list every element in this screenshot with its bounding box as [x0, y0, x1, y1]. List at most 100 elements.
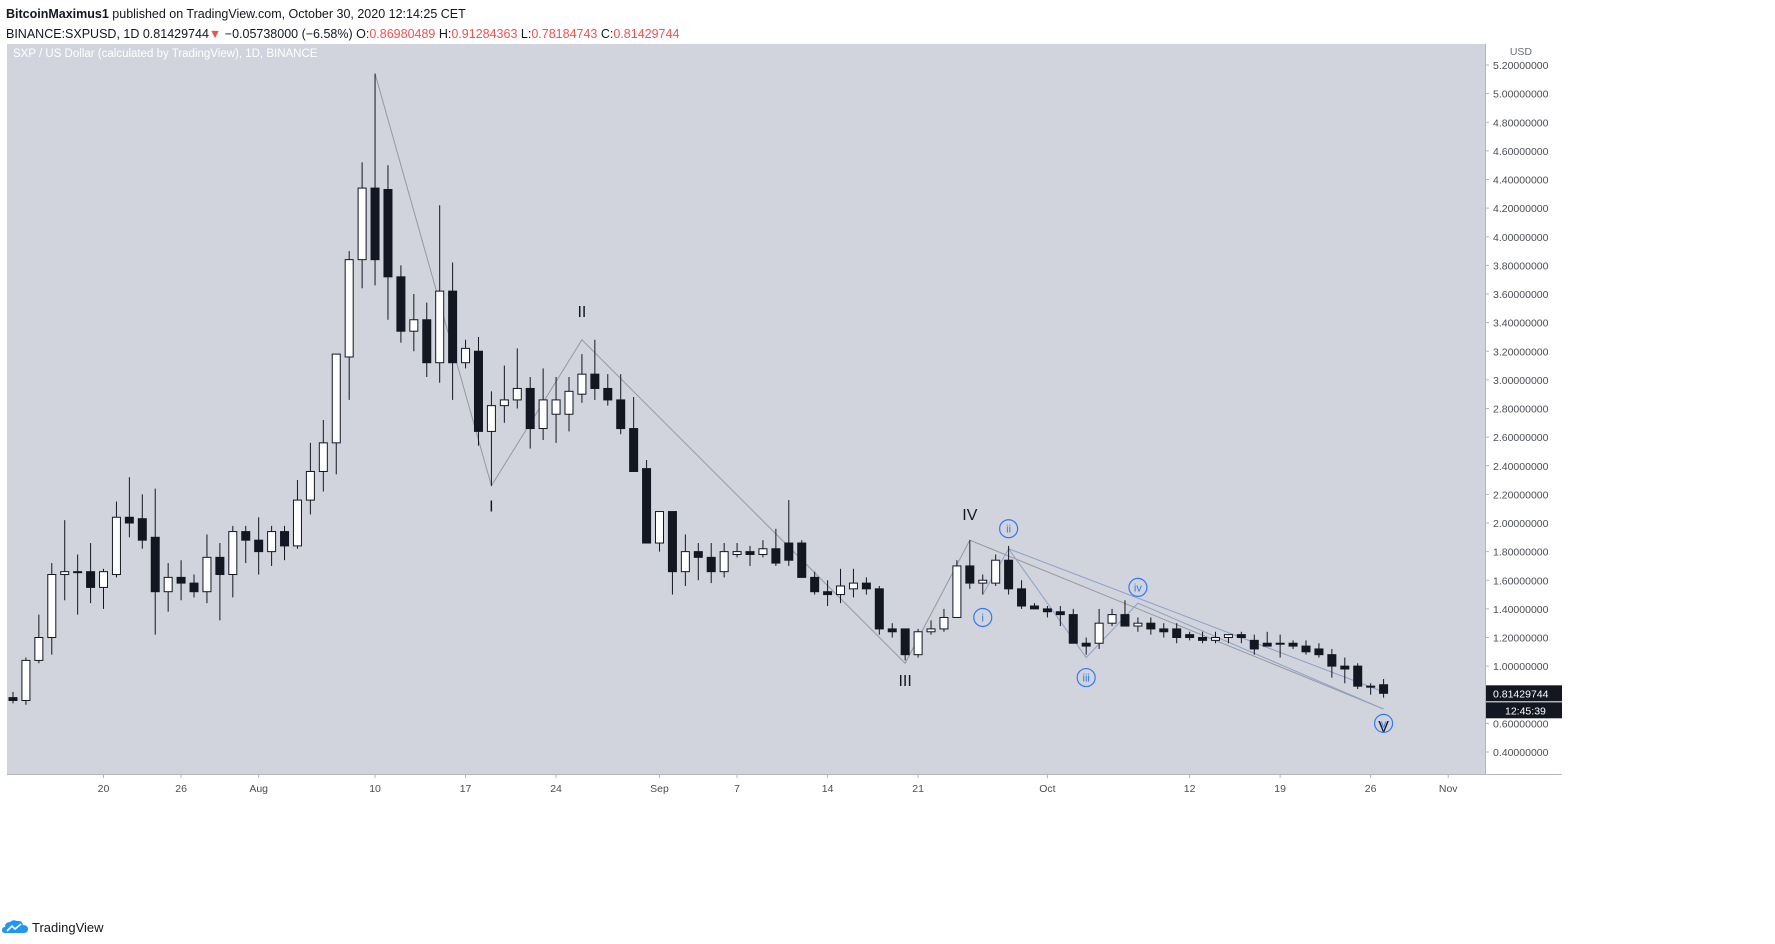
x-tick-label: 24 [550, 783, 562, 795]
bear-candle [383, 189, 393, 278]
countdown-label: 12:45:39 [1505, 705, 1546, 717]
publish-line: BitcoinMaximus1 published on TradingView… [6, 6, 679, 23]
chart-header: BitcoinMaximus1 published on TradingView… [6, 6, 679, 43]
last-price-label: 0.81429744 [1493, 688, 1549, 700]
x-tick-label: 7 [734, 783, 740, 795]
open-label: O: [356, 27, 370, 41]
bear-candle [616, 399, 626, 430]
bear-candle [1314, 648, 1324, 656]
bear-candle [241, 531, 251, 541]
bear-candle [1081, 642, 1091, 647]
y-tick-label: 1.00000000 [1493, 661, 1549, 673]
bull-candle [331, 353, 341, 444]
bear-candle [1327, 654, 1337, 667]
high-label: H: [438, 27, 452, 41]
bear-candle [396, 276, 406, 332]
x-tick-label: 10 [369, 783, 381, 795]
bull-candle [732, 551, 742, 555]
y-tick-label: 4.80000000 [1493, 117, 1549, 129]
author-name[interactable]: BitcoinMaximus1 [6, 7, 109, 21]
ohlc-line: BINANCE:SXPUSD, 1D 0.81429744▼ −0.057380… [6, 26, 679, 43]
countdown-tag [1486, 702, 1562, 719]
footer-brand[interactable]: TradingView [32, 919, 104, 935]
subwave-channel-line [1008, 548, 1384, 693]
x-tick-label: 26 [1365, 783, 1377, 795]
x-tick-label: 26 [175, 783, 187, 795]
bull-candle [47, 574, 57, 639]
y-tick-label: 4.40000000 [1493, 175, 1549, 187]
wave-label-II: II [577, 304, 586, 321]
bear-candle [1055, 611, 1065, 616]
bear-candle [150, 536, 160, 593]
bear-candle [1301, 645, 1311, 653]
x-tick-label: 12 [1184, 783, 1196, 795]
bear-candle [280, 531, 290, 547]
bear-candle [1340, 665, 1350, 670]
y-tick-label: 1.80000000 [1493, 547, 1549, 559]
bear-candle [8, 697, 18, 701]
bull-candle [1094, 622, 1104, 644]
candlestick-chart[interactable]: SXP / US Dollar (calculated by TradingVi… [7, 44, 1770, 908]
bull-candle [1275, 642, 1285, 645]
bull-candle [952, 565, 962, 618]
bull-candle [1133, 622, 1143, 627]
low-value: 0.78184743 [531, 27, 598, 41]
y-tick-label: 4.00000000 [1493, 232, 1549, 244]
bear-candle [797, 542, 807, 578]
subwave-circle [1373, 713, 1394, 733]
bull-candle [577, 373, 587, 395]
bull-candle [202, 556, 212, 593]
y-tick-label: 3.60000000 [1493, 289, 1549, 301]
x-tick-label: Aug [249, 783, 268, 795]
bull-candle [99, 571, 109, 588]
bear-candle [706, 556, 716, 573]
chart-title: SXP / US Dollar (calculated by TradingVi… [13, 48, 318, 60]
bull-candle [409, 319, 419, 332]
price-change: −0.05738000 (−6.58%) [224, 27, 353, 41]
bear-candle [1029, 605, 1039, 610]
y-tick-label: 5.00000000 [1493, 89, 1549, 101]
bull-candle [486, 405, 496, 432]
bull-candle [512, 387, 522, 401]
bull-candle [111, 516, 121, 576]
bear-candle [448, 290, 458, 364]
x-tick-label: Oct [1039, 783, 1055, 795]
bull-candle [913, 631, 923, 656]
bull-candle [292, 499, 302, 547]
bear-candle [86, 571, 96, 588]
bull-candle [228, 531, 238, 576]
chart-area[interactable]: SXP / US Dollar (calculated by TradingVi… [7, 44, 1770, 913]
subwave-label-iv: iv [1134, 582, 1142, 594]
bear-candle [525, 387, 535, 430]
wave-label-I: I [489, 499, 493, 516]
bear-candle [1185, 634, 1195, 639]
bull-candle [499, 399, 509, 407]
x-tick-label: Nov [1439, 783, 1458, 795]
close-value: 0.81429744 [613, 27, 680, 41]
bull-candle [1223, 634, 1233, 639]
tradingview-cloud-logo-icon[interactable] [2, 918, 28, 936]
open-value: 0.86980489 [369, 27, 436, 41]
bear-candle [1017, 588, 1027, 607]
bear-candle [124, 516, 134, 524]
subwave-label-iii: iii [1083, 673, 1090, 685]
high-value: 0.91284363 [451, 27, 518, 41]
price-axis-background [1485, 44, 1562, 774]
bear-candle [784, 542, 794, 561]
bull-candle [680, 551, 690, 573]
bear-candle [1236, 634, 1246, 639]
bear-candle [1159, 628, 1169, 633]
low-label: L: [520, 27, 532, 41]
bull-candle [719, 551, 729, 573]
bear-candle [189, 582, 199, 593]
bull-candle [60, 571, 70, 576]
y-tick-label: 2.60000000 [1493, 432, 1549, 444]
bull-candle [564, 390, 574, 415]
bear-candle [1262, 642, 1272, 647]
y-tick-label: 2.80000000 [1493, 404, 1549, 416]
x-tick-label: 20 [98, 783, 110, 795]
subwave-circle [1076, 667, 1096, 688]
bear-candle [745, 551, 755, 555]
bear-candle [473, 350, 483, 432]
plot-background [7, 44, 1485, 774]
